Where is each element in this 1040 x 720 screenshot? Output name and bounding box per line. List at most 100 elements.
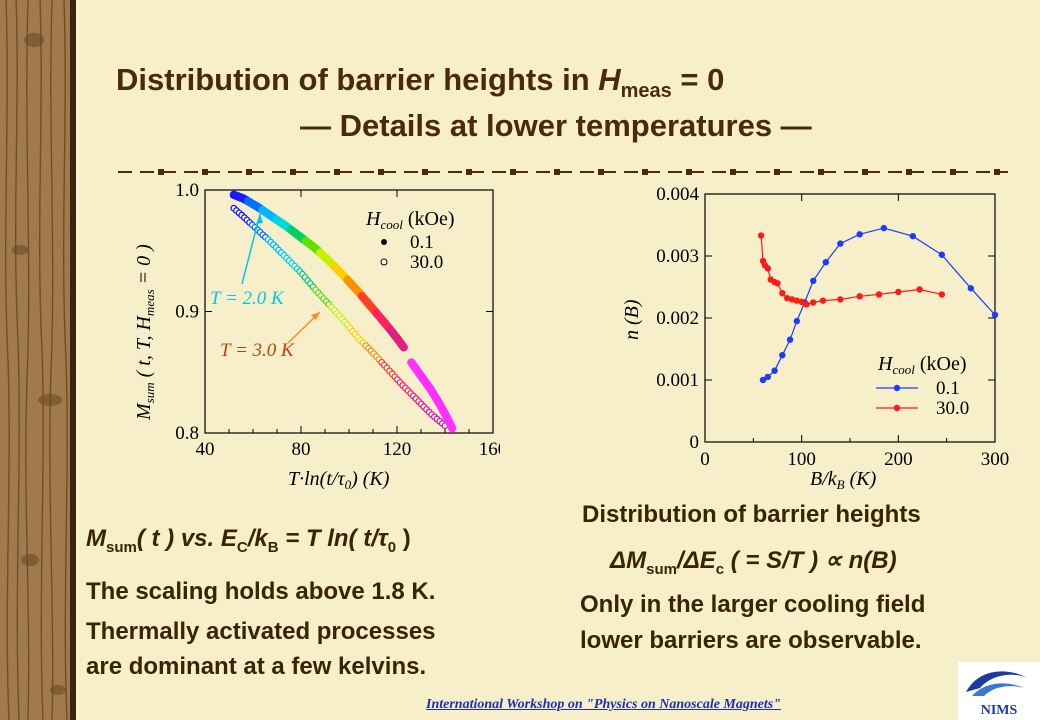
point-0.1: [786, 336, 794, 343]
point-30.0: [856, 293, 863, 300]
series-line-30.0: [760, 235, 942, 306]
point-30.0: [788, 296, 796, 303]
legend-marker: [893, 384, 901, 392]
y-axis-label: Msum ( t, T, Hmeas = 0 ): [133, 244, 157, 421]
legend-marker-open: [380, 258, 388, 266]
separator-dot: [686, 169, 692, 175]
separator-dot: [202, 169, 208, 175]
separator-dot: [290, 169, 296, 175]
separator-dot: [554, 169, 560, 175]
x-tick-label: 120: [383, 439, 412, 460]
left-text-line3: are dominant at a few kelvins.: [86, 653, 427, 680]
point-0.1: [991, 311, 999, 319]
legend-label: 0.1: [410, 232, 434, 253]
point-0.1: [837, 240, 844, 247]
point-0.1: [779, 352, 786, 359]
point-tail: [448, 423, 457, 433]
separator-dot: [466, 169, 472, 175]
separator-dot: [862, 169, 868, 175]
point-0.1: [793, 317, 801, 325]
separator-dot: [378, 169, 384, 175]
y-tick-label: 0.002: [656, 308, 699, 329]
left-text-line1: The scaling holds above 1.8 K.: [86, 578, 436, 605]
point-30.0: [798, 298, 805, 306]
x-axis-label: T·ln(t/τ0) (K): [288, 468, 390, 492]
legend-label: 0.1: [936, 378, 960, 399]
annotation-3K: T = 3.0 K: [220, 340, 295, 361]
separator-dot: [598, 169, 604, 175]
separator-dot: [774, 169, 780, 175]
point-30.0: [938, 291, 946, 298]
logo-text: NIMS: [981, 703, 1018, 718]
chart-right: 0 100 200 300 0 0.001 0.002 0.003 0.004 Hcool (k…: [621, 184, 1010, 492]
y-tick-label: 0.8: [175, 423, 199, 444]
separator-dot: [334, 169, 340, 175]
slide-title-line1: Distribution of barrier heights in Hmeas…: [116, 62, 725, 103]
separator-dot: [818, 169, 824, 175]
point-0.1: [771, 367, 778, 374]
series-line-0.1: [762, 227, 996, 381]
separator-dot: [730, 169, 736, 175]
point-0.1: [909, 232, 917, 240]
point-0.1: [822, 259, 830, 266]
separator-dot: [994, 169, 1000, 175]
point-30.0: [793, 297, 801, 304]
point-30.0: [837, 296, 844, 303]
point-30.0: [810, 299, 817, 306]
y-tick-label: 0: [690, 432, 700, 453]
x-axis-label: B/kB (K): [810, 468, 877, 492]
x-tick-label: 160: [479, 439, 500, 460]
wood-border: [0, 0, 76, 720]
right-heading: Distribution of barrier heights: [582, 501, 921, 528]
point-30.0: [774, 280, 781, 287]
point-0.1: [810, 277, 817, 284]
point-0.1: [856, 231, 863, 238]
point-30.0: [819, 297, 827, 304]
annotation-2K: T = 2.0 K: [210, 288, 285, 309]
y-tick-label: 0.9: [175, 302, 199, 323]
separator-dot: [510, 169, 516, 175]
point-0.1: [938, 251, 946, 258]
y-axis-label: n (B): [621, 299, 643, 340]
point-0.1: [880, 224, 888, 232]
chart-left: 40 80 120 160 0.8 0.9 1.0 Hcool (kOe)0.130.0 T…: [133, 180, 500, 492]
separator-dot: [158, 169, 164, 175]
y-tick-label: 1.0: [175, 180, 199, 201]
separator-dot: [950, 169, 956, 175]
legend-label: 30.0: [410, 252, 443, 273]
point-30.0: [764, 265, 772, 272]
y-tick-label: 0.001: [656, 370, 699, 391]
point-0.1: [967, 285, 975, 292]
left-text-line2: Thermally activated processes: [86, 618, 436, 645]
x-tick-label: 0: [700, 449, 710, 470]
x-tick-label: 40: [196, 439, 215, 460]
point-30.0: [779, 290, 786, 297]
right-formula: ΔMsum/ΔEc ( = S/T ) ∝ n(B): [610, 547, 897, 578]
y-tick-label: 0.004: [656, 184, 699, 205]
legend-label: 30.0: [936, 398, 969, 419]
x-tick-label: 100: [787, 449, 816, 470]
right-text-line2: lower barriers are observable.: [580, 627, 922, 654]
left-caption: Msum( t ) vs. EC/kB = T ln( t/τ0 ): [86, 525, 411, 556]
point-30.0: [783, 294, 791, 302]
x-tick-label: 200: [884, 449, 913, 470]
separator-dot: [246, 169, 252, 175]
point-0.1: [759, 376, 767, 384]
x-tick-label: 80: [292, 439, 311, 460]
legend-marker-filled: [381, 239, 387, 245]
separator-dot: [906, 169, 912, 175]
separator-dot: [422, 169, 428, 175]
point-0.1: [764, 373, 772, 381]
y-tick-label: 0.003: [656, 246, 699, 267]
legend-title: Hcool (kOe): [365, 208, 454, 232]
nims-logo: NIMS: [958, 662, 1040, 720]
point-30.0: [875, 291, 883, 298]
footer-link[interactable]: International Workshop on "Physics on Na…: [426, 697, 781, 712]
legend-marker: [893, 404, 901, 412]
x-tick-label: 300: [981, 449, 1010, 470]
dashed-separator: [118, 169, 1008, 175]
right-text-line1: Only in the larger cooling field: [580, 591, 926, 618]
point-0.1: [399, 343, 408, 352]
slide-title-line2: — Details at lower temperatures —: [300, 108, 812, 143]
separator-dot: [642, 169, 648, 175]
